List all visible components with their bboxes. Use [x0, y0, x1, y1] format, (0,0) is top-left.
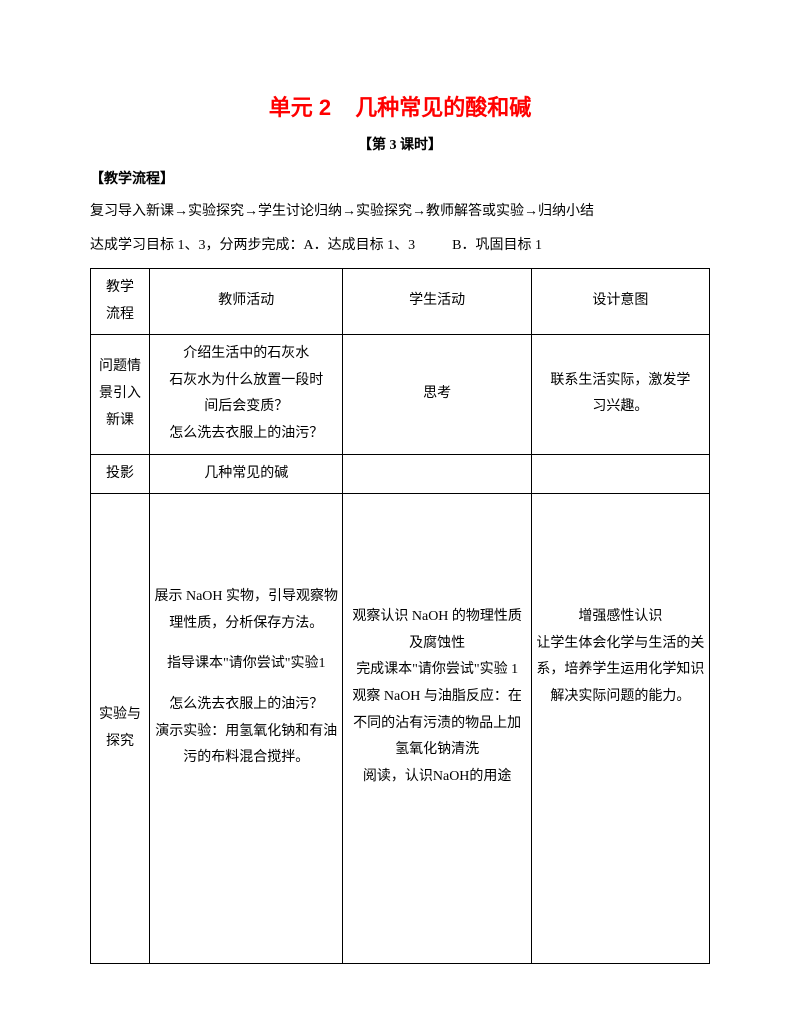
exp-c4b: 让学生体会化学与生活的关系，培养学生运用化学知识解决实际问题的能力。: [536, 631, 705, 711]
exp-c2c: 怎么洗去衣服上的油污？: [154, 692, 338, 719]
table-row-intro: 问题情景引入新课 介绍生活中的石灰水石灰水为什么放置一段时间后会变质？怎么洗去衣…: [91, 335, 710, 454]
exp-c3b: 完成课本"请你尝试"实验 1 观察 NaOH 与油脂反应：在不同的沾有污渍的物品…: [347, 657, 526, 763]
title-main: 几种常见的酸和碱: [355, 95, 531, 120]
exp-c3c: 阅读，认识NaOH的用途: [347, 764, 526, 791]
header-c1: 教学流程: [91, 269, 150, 335]
goal-text: 达成学习目标 1、3，分两步完成：A．达成目标 1、3 B．巩固目标 1: [90, 232, 710, 260]
proj-c1: 投影: [91, 454, 150, 494]
exp-c2d: 演示实验：用氢氧化钠和有油污的布料混合搅拌。: [154, 719, 338, 772]
teaching-table: 教学流程 教师活动 学生活动 设计意图 问题情景引入新课 介绍生活中的石灰水石灰…: [90, 268, 710, 964]
table-header-row: 教学流程 教师活动 学生活动 设计意图: [91, 269, 710, 335]
document-title: 单元 2 几种常见的酸和碱: [90, 90, 710, 122]
exp-c2b: 指导课本"请你尝试"实验1: [154, 651, 338, 678]
exp-c4a: 增强感性认识: [536, 604, 705, 631]
header-c2: 教师活动: [150, 269, 343, 335]
goal-a: 达成学习目标 1、3，分两步完成：A．达成目标 1、3: [90, 238, 415, 253]
table-row-proj: 投影 几种常见的碱: [91, 454, 710, 494]
exp-c2: 展示 NaOH 实物，引导观察物理性质，分析保存方法。 指导课本"请你尝试"实验…: [150, 494, 343, 964]
intro-c4: 联系生活实际，激发学习兴趣。: [531, 335, 709, 454]
exp-c3: 观察认识 NaOH 的物理性质及腐蚀性 完成课本"请你尝试"实验 1 观察 Na…: [343, 494, 531, 964]
title-prefix: 单元 2: [269, 95, 331, 120]
goal-b: B．巩固目标 1: [452, 238, 542, 253]
proj-c2: 几种常见的碱: [150, 454, 343, 494]
subtitle: 【第 3 课时】: [90, 134, 710, 154]
exp-c3a: 观察认识 NaOH 的物理性质及腐蚀性: [347, 604, 526, 657]
exp-c1: 实验与探究: [91, 494, 150, 964]
header-c3: 学生活动: [343, 269, 531, 335]
flow-text: 复习导入新课→实验探究→学生讨论归纳→实验探究→教师解答或实验→归纳小结: [90, 198, 710, 226]
exp-c4: 增强感性认识 让学生体会化学与生活的关系，培养学生运用化学知识解决实际问题的能力…: [531, 494, 709, 964]
header-c4: 设计意图: [531, 269, 709, 335]
section-header: 【教学流程】: [90, 168, 710, 188]
intro-c3: 思考: [343, 335, 531, 454]
intro-c2: 介绍生活中的石灰水石灰水为什么放置一段时间后会变质？怎么洗去衣服上的油污？: [150, 335, 343, 454]
table-row-exp: 实验与探究 展示 NaOH 实物，引导观察物理性质，分析保存方法。 指导课本"请…: [91, 494, 710, 964]
intro-c1: 问题情景引入新课: [91, 335, 150, 454]
exp-c2a: 展示 NaOH 实物，引导观察物理性质，分析保存方法。: [154, 584, 338, 637]
proj-c3: [343, 454, 531, 494]
proj-c4: [531, 454, 709, 494]
